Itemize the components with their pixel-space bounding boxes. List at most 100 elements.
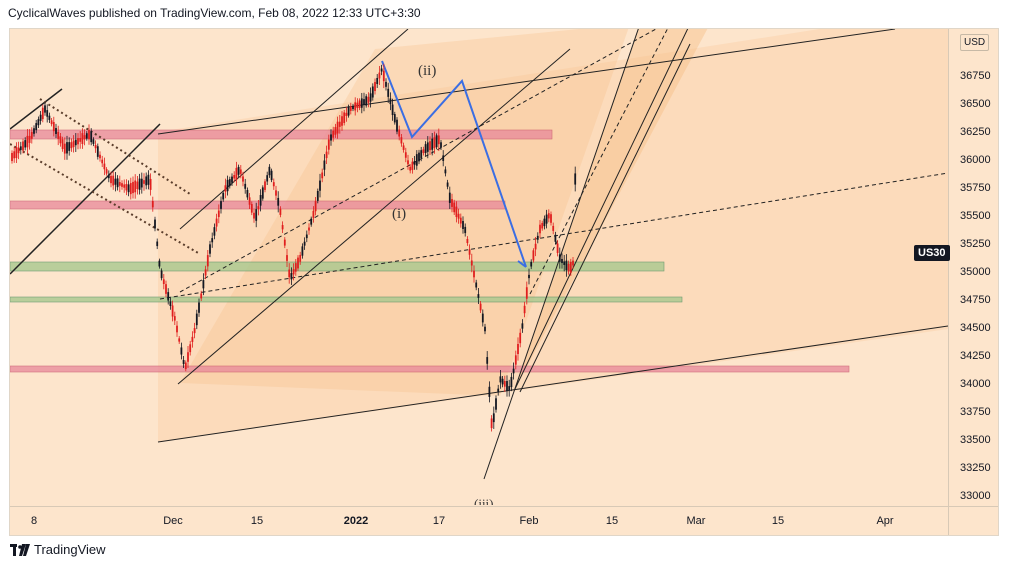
candle-body <box>90 131 93 143</box>
candle-body <box>180 347 183 355</box>
candle-body <box>37 119 40 126</box>
candle-body <box>484 326 486 332</box>
candle-body <box>365 96 368 106</box>
candle-body <box>550 214 552 223</box>
candle-body <box>253 212 255 219</box>
price-tick-label: 35500 <box>960 210 991 222</box>
candle-body <box>156 241 159 247</box>
rising-channel-fill <box>180 29 629 396</box>
candle-body <box>129 183 132 195</box>
candle-body <box>145 176 148 186</box>
candle-body <box>440 142 442 148</box>
candle-body <box>147 174 150 185</box>
descending-line-upper <box>10 88 63 130</box>
candle-body <box>33 128 35 134</box>
chart-frame <box>9 28 999 536</box>
price-tick-label: 33750 <box>960 406 991 418</box>
candle-body <box>415 154 418 166</box>
candle-body <box>371 86 374 98</box>
candle-body <box>514 355 517 365</box>
candle-body <box>79 137 82 142</box>
candle-body <box>530 261 533 267</box>
candle-body <box>198 302 200 313</box>
candle-body <box>411 161 414 170</box>
candle-body <box>327 139 330 150</box>
price-tick-label: 35750 <box>960 182 991 194</box>
candle-body <box>429 141 431 151</box>
time-tick-label: 15 <box>605 515 619 527</box>
wide-channel-bottom <box>157 325 948 443</box>
candle-body <box>488 386 491 397</box>
wave-label-ii: (ii) <box>418 63 437 79</box>
candle-body <box>453 202 456 213</box>
candle-body <box>418 152 420 162</box>
support-zone-green-lower <box>10 296 683 303</box>
price-scale[interactable] <box>948 29 998 506</box>
candle-body <box>374 81 376 92</box>
price-tick-label: 33000 <box>960 490 991 502</box>
candle-body <box>420 150 423 158</box>
candle-body <box>325 151 328 159</box>
price-tick-label: 36250 <box>960 126 991 138</box>
price-tick-label: 34500 <box>960 322 991 334</box>
candle-body <box>545 214 548 224</box>
candle-body <box>338 121 341 127</box>
impulse-branch <box>517 260 527 268</box>
candle-body <box>118 182 121 186</box>
candle-body <box>334 127 337 135</box>
candle-body <box>63 143 66 154</box>
price-tick-label: 33500 <box>960 434 991 446</box>
candle-body <box>565 260 568 271</box>
candle-body <box>250 204 253 213</box>
brand-name: TradingView <box>34 542 106 557</box>
candle-body <box>312 210 315 218</box>
candle-body <box>354 102 357 111</box>
steep-line-right <box>514 29 689 390</box>
candle-body <box>323 160 326 170</box>
candle-body <box>360 98 363 108</box>
candle-body <box>437 135 440 145</box>
candle-body <box>391 104 394 116</box>
candle-body <box>107 174 110 179</box>
candle-body <box>290 273 293 280</box>
candle-body <box>217 210 220 218</box>
support-zone-red-lower <box>10 365 850 373</box>
candle-body <box>369 93 372 102</box>
candle-body <box>204 269 207 276</box>
candle-body <box>143 180 145 184</box>
time-tick-label: 17 <box>432 515 446 527</box>
currency-label[interactable]: USD <box>960 34 990 51</box>
candle-body <box>378 72 381 79</box>
candle-body <box>567 263 570 272</box>
candle-body <box>301 246 304 256</box>
candle-body <box>81 133 84 144</box>
chart-pane[interactable] <box>10 29 948 506</box>
candle-body <box>572 260 574 266</box>
candle-body <box>481 313 484 323</box>
candle-body <box>543 218 546 227</box>
candle-body <box>134 180 137 193</box>
candle-body <box>367 96 370 103</box>
candle-body <box>110 175 112 184</box>
candle-body <box>563 261 566 265</box>
time-scale[interactable]: 8 Dec 15 2022 17 Feb 15 Mar 15 Apr <box>10 506 948 535</box>
publish-header: CyclicalWaves published on TradingView.c… <box>8 6 421 20</box>
candle-body <box>281 225 284 230</box>
candle-body <box>99 154 101 159</box>
footer-brand[interactable]: TradingView <box>10 542 106 557</box>
candle-body <box>123 184 126 188</box>
candle-body <box>160 270 163 279</box>
candle-body <box>448 192 451 203</box>
candle-body <box>171 305 174 317</box>
candle-body <box>308 227 310 231</box>
time-tick-label: 15 <box>250 515 264 527</box>
candle-body <box>519 332 522 344</box>
candle-body <box>270 170 273 181</box>
candle-body <box>85 133 88 139</box>
candle-body <box>321 172 324 179</box>
candle-body <box>470 260 473 266</box>
rising-channel-lower <box>177 48 571 385</box>
candle-body <box>103 163 106 170</box>
candle-body <box>387 88 390 97</box>
candle-body <box>277 197 280 206</box>
